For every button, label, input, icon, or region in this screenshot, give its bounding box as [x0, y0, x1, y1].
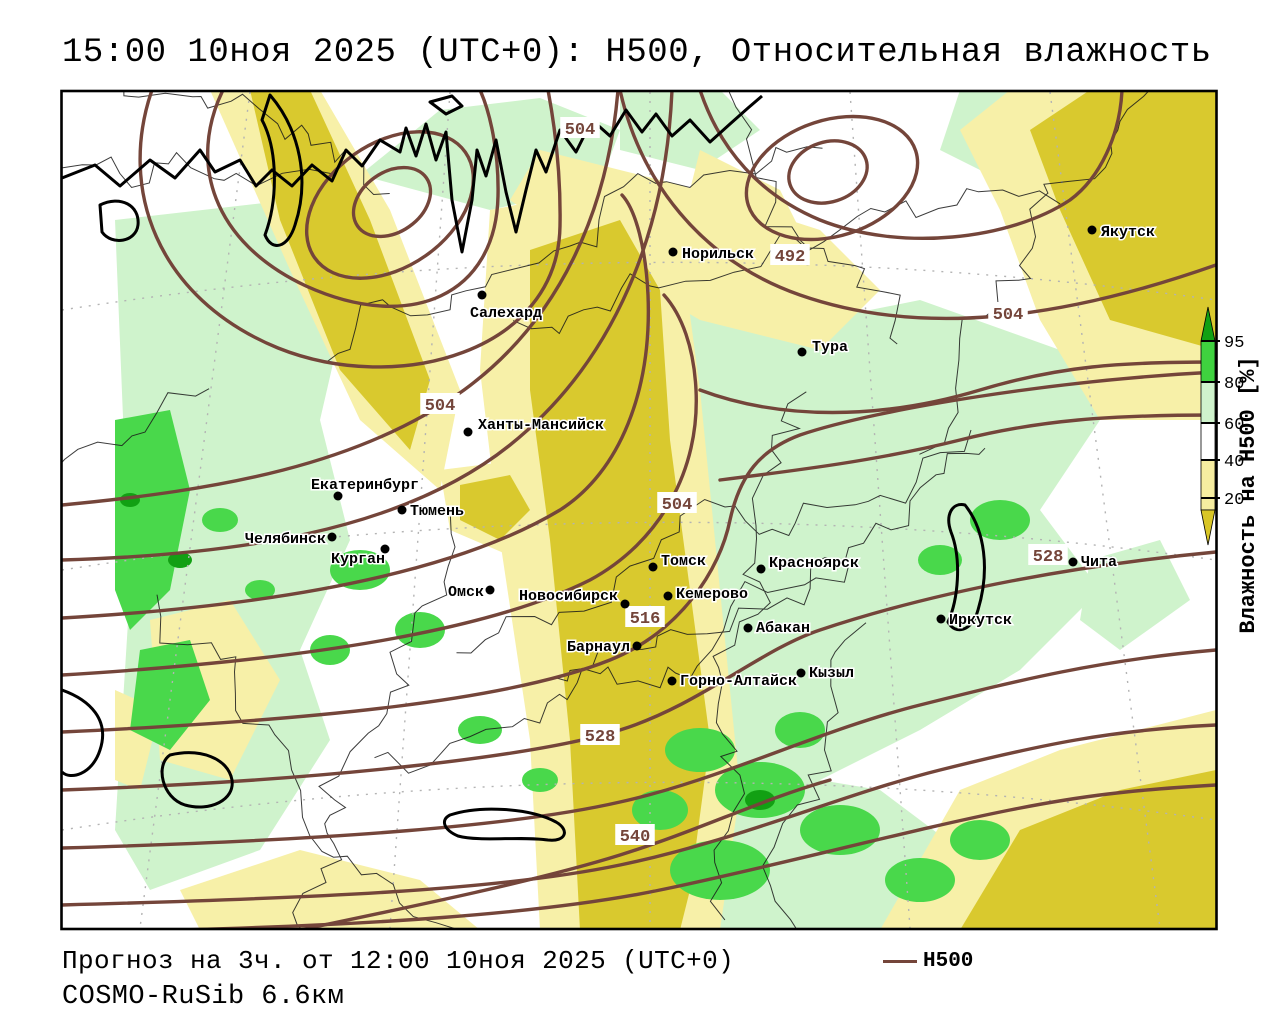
city-marker — [397, 505, 407, 515]
legend-line-swatch — [883, 960, 917, 963]
legend-label: H500 — [923, 950, 974, 973]
contour-labels-layer: 504 492 504 504 504 516 528 528 540 — [420, 117, 1068, 847]
city-marker — [796, 668, 806, 678]
contour-label: 516 — [630, 610, 661, 629]
city-label: Барнаул — [567, 639, 630, 656]
city-marker — [1087, 225, 1097, 235]
city-label: Салехард — [470, 305, 542, 322]
city-marker — [648, 562, 658, 572]
city-marker — [797, 347, 807, 357]
contour-label-box — [615, 824, 655, 845]
map-frame — [60, 89, 1218, 931]
city-label: Абакан — [756, 620, 810, 637]
city-label: Омск — [448, 584, 484, 601]
admin-border — [292, 511, 456, 928]
city-marker — [485, 585, 495, 595]
admin-border — [709, 391, 807, 921]
admin-borders-layer — [62, 92, 1149, 928]
contour-label-box — [560, 117, 600, 138]
admin-border — [62, 388, 210, 464]
city-label: Горно-Алтайск — [680, 673, 797, 690]
admin-border — [374, 559, 851, 774]
cities-layer: Норильск Якутск Салехард Тура Ханты-Мансийск… — [243, 223, 1156, 692]
admin-border — [325, 146, 823, 364]
colorbar-segment — [1200, 422, 1216, 461]
city-marker — [668, 247, 678, 257]
city-label: Ханты-Мансийск — [478, 417, 604, 434]
city-label: Чита — [1081, 554, 1117, 571]
city-label: Норильск — [682, 246, 754, 263]
city-marker — [477, 290, 487, 300]
city-label: Новосибирск — [519, 588, 618, 605]
city-marker — [1068, 557, 1078, 567]
city-label: Кызыл — [809, 665, 854, 682]
city-label: Кемерово — [676, 586, 748, 603]
city-label: Красноярск — [769, 555, 859, 572]
contour-label-box — [580, 724, 620, 745]
colorbar-tick-label: 20 — [1224, 491, 1244, 510]
model-info-line: COSMO-RuSib 6.6км — [62, 982, 345, 1012]
city-label: Челябинск — [245, 531, 326, 548]
legend: H500 — [883, 950, 973, 973]
city-marker — [936, 614, 946, 624]
city-label: Екатеринбург — [311, 477, 419, 494]
city-marker — [663, 591, 673, 601]
city-label: Якутск — [1101, 224, 1155, 241]
contour-label-box — [1028, 544, 1068, 565]
contour-label: 540 — [620, 828, 651, 847]
admin-border — [456, 429, 972, 654]
contour-label-box — [988, 302, 1028, 323]
city-label: Тюмень — [410, 503, 464, 520]
colorbar-tick-label: 80 — [1224, 375, 1244, 394]
city-marker — [620, 599, 630, 609]
contour-label-box — [625, 606, 665, 627]
colorbar-arrow-bottom — [1200, 509, 1216, 546]
city-marker — [327, 532, 337, 542]
admin-border — [554, 447, 986, 682]
city-label: Курган — [331, 551, 385, 568]
contour-label: 504 — [662, 496, 693, 515]
colorbar-tick-label: 60 — [1224, 416, 1244, 435]
city-marker — [667, 676, 677, 686]
contour-label-box — [657, 492, 697, 513]
colorbar-segment — [1200, 381, 1216, 424]
colorbar-tick-label: 40 — [1224, 453, 1244, 472]
city-marker — [743, 623, 753, 633]
forecast-info-line: Прогноз на 3ч. от 12:00 10ноя 2025 (UTC+… — [62, 946, 735, 976]
city-marker — [333, 491, 343, 501]
admin-border — [62, 151, 337, 189]
contour-label: 492 — [775, 248, 806, 267]
contour-label: 504 — [565, 121, 596, 140]
colorbar-tick-label: 95 — [1224, 334, 1244, 353]
admin-border — [156, 594, 455, 928]
contour-label-box — [420, 393, 460, 414]
city-marker — [463, 427, 473, 437]
contour-label: 504 — [993, 306, 1024, 325]
city-label: Иркутск — [949, 612, 1012, 629]
coastline-layer — [62, 93, 986, 842]
contour-label: 504 — [425, 397, 456, 416]
contour-layer — [62, 92, 1216, 928]
city-marker — [632, 641, 642, 651]
city-label: Тура — [812, 339, 848, 356]
contour-label: 528 — [585, 728, 616, 747]
city-label: Томск — [661, 553, 706, 570]
admin-border — [123, 92, 390, 196]
city-marker — [380, 544, 390, 554]
colorbar-segment — [1200, 459, 1216, 511]
admin-border — [919, 92, 1149, 455]
contour-label: 528 — [1033, 548, 1064, 567]
page-title: 15:00 10ноя 2025 (UTC+0): H500, Относите… — [62, 34, 1212, 72]
city-marker — [756, 564, 766, 574]
colorbar-segment — [1200, 340, 1216, 383]
contour-label-box — [770, 244, 810, 265]
colorbar-axis-label: Влажность на H500 [%] — [1236, 356, 1261, 633]
admin-border — [761, 622, 867, 928]
